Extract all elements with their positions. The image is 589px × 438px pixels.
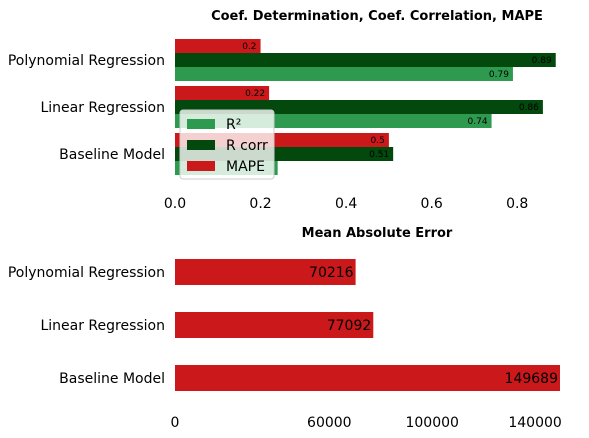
bar-mae	[175, 365, 560, 391]
x-tick-label: 0.8	[506, 196, 528, 212]
x-tick-label: 0.6	[421, 196, 443, 212]
data-label: 0.2	[242, 42, 256, 52]
data-label: 0.74	[468, 117, 488, 127]
data-label: 77092	[327, 318, 372, 334]
legend-label: MAPE	[226, 159, 265, 175]
data-label: 0.89	[532, 56, 552, 66]
data-label: 0.51	[369, 150, 389, 160]
category-label: Polynomial Regression	[8, 265, 165, 281]
bar-r	[175, 67, 513, 81]
x-tick-label: 0.2	[249, 196, 271, 212]
data-label: 0.5	[371, 136, 385, 146]
legend-label: R²	[226, 117, 241, 133]
x-tick-label: 0.4	[335, 196, 357, 212]
bar-mae	[175, 312, 374, 338]
x-tick-label: 0.0	[164, 196, 186, 212]
category-label: Linear Regression	[40, 100, 165, 116]
category-label: Baseline Model	[59, 147, 165, 163]
legend-label: R corr	[226, 138, 268, 154]
x-tick-label: 140000	[508, 415, 561, 431]
category-label: Linear Regression	[40, 318, 165, 334]
chart-title: Coef. Determination, Coef. Correlation, …	[211, 9, 543, 24]
x-tick-label: 0	[171, 415, 180, 431]
category-label: Polynomial Regression	[8, 53, 165, 69]
data-label: 0.86	[519, 103, 539, 113]
data-label: 70216	[309, 265, 354, 281]
category-label: Baseline Model	[59, 371, 165, 387]
data-label: 0.79	[489, 70, 509, 80]
x-tick-label: 60000	[307, 415, 352, 431]
legend-swatch	[187, 161, 215, 171]
legend: R² R corr MAPE	[179, 109, 275, 180]
data-label: 0.22	[245, 89, 265, 99]
bar-mape	[175, 86, 270, 100]
bar-mape	[175, 39, 261, 53]
legend-swatch	[187, 140, 215, 150]
legend-swatch	[187, 119, 215, 129]
bar-rcorr	[175, 53, 556, 67]
data-label: 149689	[505, 371, 558, 387]
bar-mae	[175, 259, 356, 285]
chart-title: Mean Absolute Error	[302, 226, 453, 241]
x-tick-label: 100000	[405, 415, 458, 431]
